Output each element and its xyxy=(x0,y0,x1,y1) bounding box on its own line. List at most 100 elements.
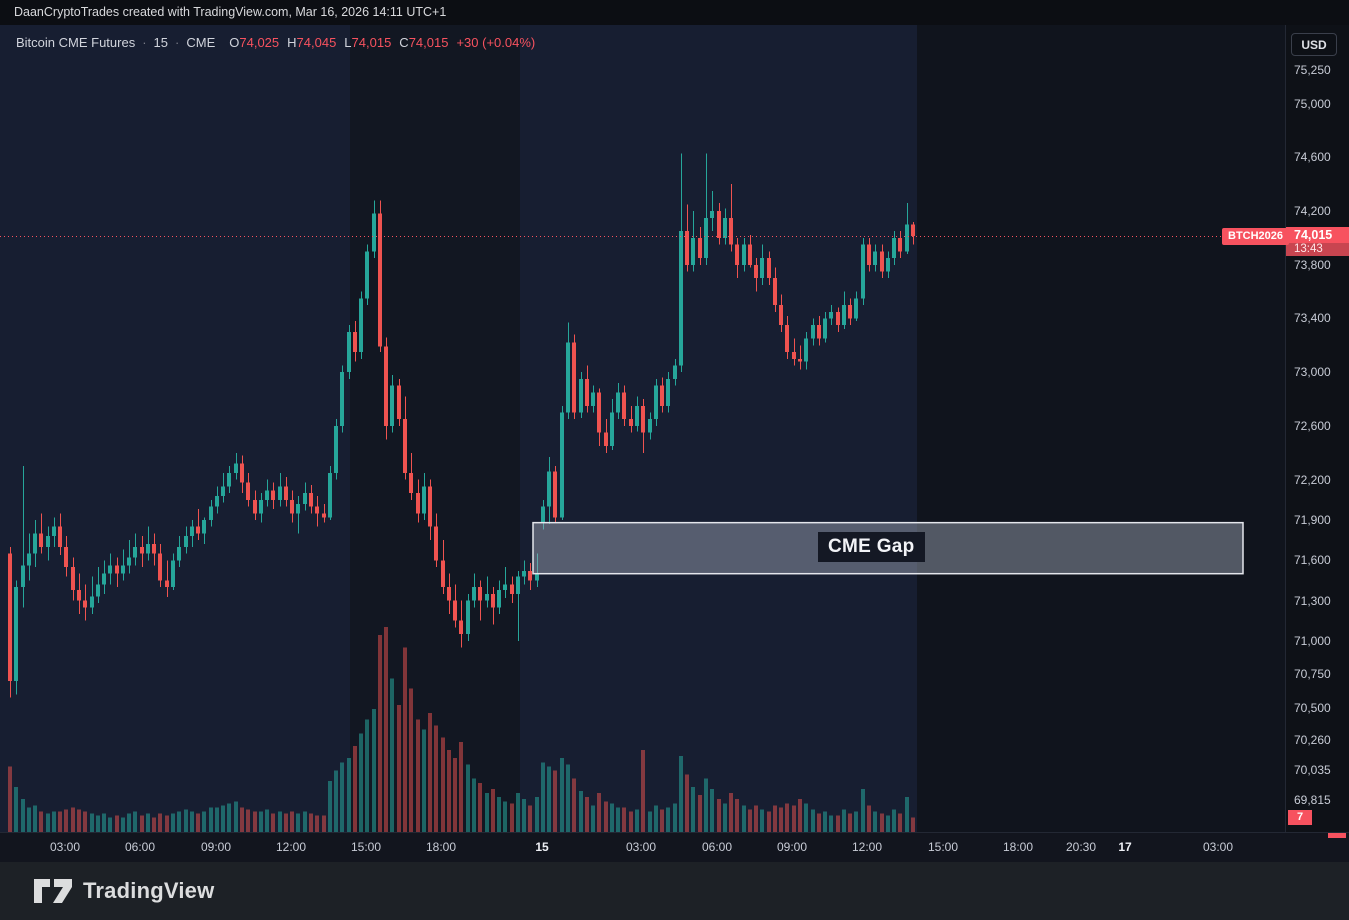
candle-body xyxy=(898,237,902,252)
candle-body xyxy=(497,589,501,608)
legend-symbol[interactable]: Bitcoin CME Futures xyxy=(16,35,136,50)
candle-body xyxy=(52,526,56,537)
candle-body xyxy=(861,244,865,299)
time-tick: 12:00 xyxy=(851,840,883,854)
candle-body xyxy=(240,463,244,483)
time-tick: 15 xyxy=(535,840,549,854)
volume-bar xyxy=(158,813,162,832)
chart-canvas[interactable] xyxy=(0,25,1285,832)
candle-body xyxy=(848,305,852,319)
volume-bar xyxy=(698,795,702,832)
volume-bar xyxy=(259,811,263,832)
volume-bar xyxy=(322,815,326,832)
candle-body xyxy=(378,213,382,347)
candle-body xyxy=(347,331,351,373)
volume-bar xyxy=(441,737,445,832)
time-axis[interactable]: 03:00 06:00 09:00 12:00 15:00 18:00 15 03:00 06:… xyxy=(0,832,1349,862)
volume-bar xyxy=(673,803,677,832)
candle-wick xyxy=(23,466,24,608)
volume-bar xyxy=(121,817,125,832)
price-tick: 71,300 xyxy=(1294,593,1331,608)
volume-bar xyxy=(798,799,802,832)
candle-body xyxy=(365,251,369,299)
candle-body xyxy=(817,325,821,339)
candle-body xyxy=(648,419,652,433)
candle-body xyxy=(271,490,275,500)
volume-bar xyxy=(604,801,608,832)
legend-interval[interactable]: 15 xyxy=(153,35,169,50)
candle-body xyxy=(165,580,169,588)
volume-bar xyxy=(823,811,827,832)
volume-bar xyxy=(873,811,877,832)
volume-bar xyxy=(353,745,357,832)
candle-body xyxy=(372,213,376,252)
volume-bar xyxy=(503,801,507,832)
candle-body xyxy=(265,490,269,500)
legend-separator: · xyxy=(175,35,180,50)
volume-value-badge: 7 xyxy=(1288,810,1312,825)
candle-body xyxy=(698,237,702,259)
volume-bar xyxy=(152,817,156,832)
time-tick: 18:00 xyxy=(425,840,457,854)
price-tick: 70,035 xyxy=(1294,763,1331,778)
volume-bar xyxy=(8,766,12,832)
volume-bar xyxy=(378,635,382,832)
volume-bar xyxy=(466,764,470,832)
volume-bar xyxy=(842,809,846,832)
volume-bar xyxy=(140,815,144,832)
candle-body xyxy=(660,385,664,406)
volume-bar xyxy=(635,809,639,832)
cme-gap-label[interactable]: CME Gap xyxy=(818,531,925,562)
legend-exchange[interactable]: CME xyxy=(186,35,216,50)
volume-bar xyxy=(165,815,169,832)
volume-bar xyxy=(58,811,62,832)
candle-body xyxy=(278,486,282,500)
volume-bar xyxy=(397,704,401,832)
volume-bar xyxy=(83,811,87,832)
contract-price-pill: BTCH2026 xyxy=(1222,227,1290,245)
currency-button[interactable]: USD xyxy=(1291,33,1337,56)
candle-body xyxy=(259,499,263,514)
candle-body xyxy=(328,472,332,518)
volume-bar xyxy=(585,797,589,832)
time-tick: 09:00 xyxy=(200,840,232,854)
volume-bar xyxy=(911,817,915,832)
candle-body xyxy=(71,566,75,590)
price-tick: 70,500 xyxy=(1294,701,1331,715)
volume-bar xyxy=(184,809,188,832)
candle-body xyxy=(547,471,551,507)
volume-bar xyxy=(315,815,319,832)
volume-bar xyxy=(328,780,332,832)
candle-wick xyxy=(518,571,519,641)
candle-body xyxy=(654,385,658,420)
volume-bar xyxy=(510,803,514,832)
candle-body xyxy=(579,378,583,413)
volume-bar xyxy=(785,803,789,832)
volume-bar xyxy=(566,764,570,832)
candle-body xyxy=(880,251,884,272)
volume-bar xyxy=(522,799,526,832)
volume-bar xyxy=(64,809,68,832)
volume-bar xyxy=(485,793,489,832)
tradingview-brand-text: TradingView xyxy=(83,878,215,903)
candle-wick xyxy=(92,576,93,614)
candle-wick xyxy=(794,338,795,366)
price-tick: 70,750 xyxy=(1294,667,1331,682)
volume-bar xyxy=(742,805,746,832)
candle-body xyxy=(390,385,394,426)
candle-body xyxy=(246,482,250,500)
chart-area[interactable]: Bitcoin CME Futures · 15 · CME O74,025 H74,045… xyxy=(0,25,1290,832)
volume-bar xyxy=(848,813,852,832)
price-axis[interactable]: USD 74,015 13:43 7 75,250 75,000 74,600 74,… xyxy=(1285,25,1349,832)
volume-bar xyxy=(880,813,884,832)
legend[interactable]: Bitcoin CME Futures · 15 · CME O74,025 H74,045… xyxy=(16,35,535,50)
volume-bar xyxy=(102,813,106,832)
legend-ohlc: O74,025 H74,045 L74,015 C74,015 +30 (+0.04%) xyxy=(229,35,536,50)
candle-body xyxy=(322,513,326,518)
volume-bar xyxy=(553,770,557,832)
candle-body xyxy=(854,298,858,319)
candle-body xyxy=(202,519,206,534)
candle-body xyxy=(209,506,213,520)
tradingview-brand[interactable]: TradingView xyxy=(33,877,214,905)
time-tick: 20:30 xyxy=(1065,840,1097,854)
